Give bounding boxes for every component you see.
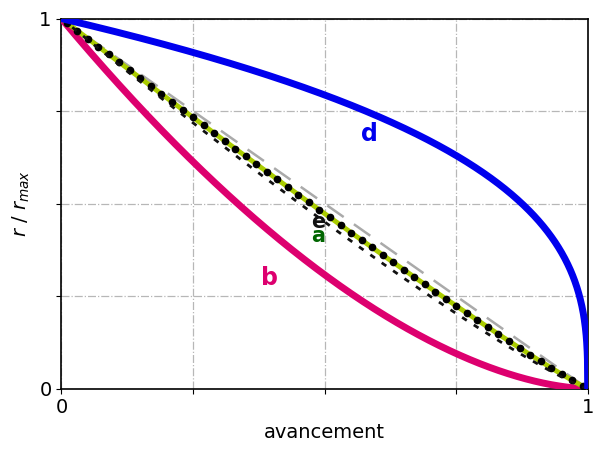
Text: e: e [312, 212, 325, 231]
Y-axis label: $r\ /\ r_{max}$: $r\ /\ r_{max}$ [11, 170, 33, 237]
Text: a: a [312, 226, 325, 246]
Text: b: b [261, 266, 278, 290]
X-axis label: avancement: avancement [264, 423, 385, 442]
Text: d: d [361, 122, 378, 146]
